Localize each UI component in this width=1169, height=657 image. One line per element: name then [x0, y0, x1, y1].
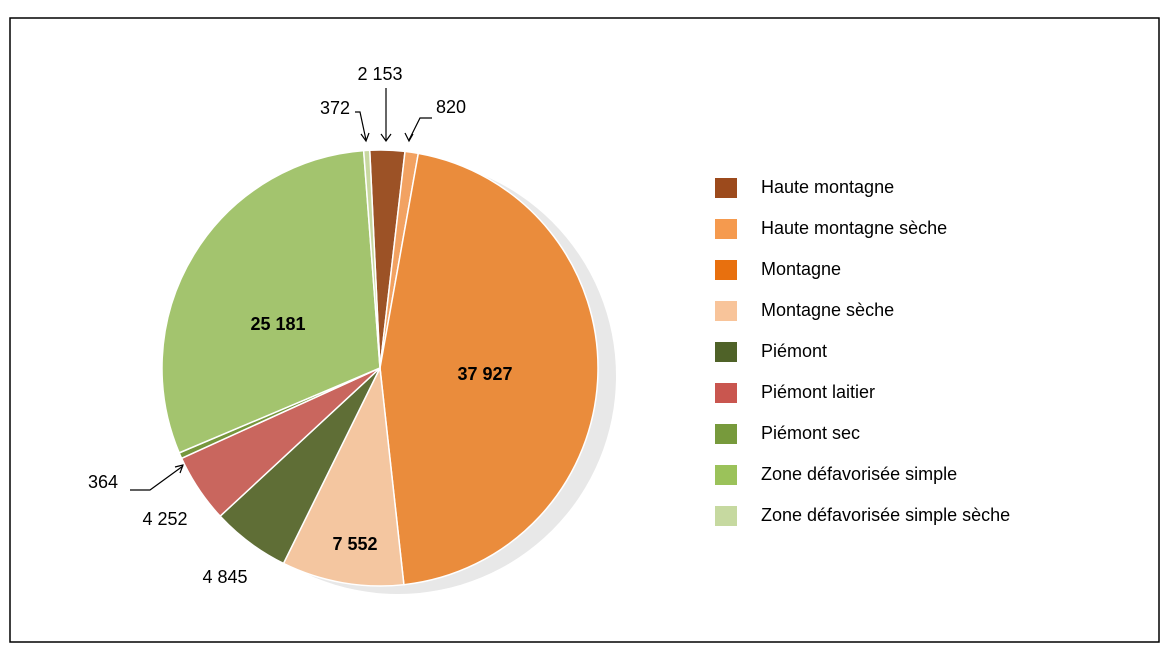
legend-swatch [715, 260, 737, 280]
data-label: 2 153 [357, 64, 402, 84]
legend-swatch [715, 178, 737, 198]
leader-lines [130, 88, 432, 491]
legend-swatch [715, 506, 737, 526]
data-label: 820 [436, 97, 466, 117]
legend-swatch [715, 219, 737, 239]
legend-swatch [715, 383, 737, 403]
legend-label: Piémont laitier [761, 382, 875, 402]
legend-label: Zone défavorisée simple sèche [761, 505, 1010, 525]
data-label: 364 [88, 472, 118, 492]
pie-slice [282, 365, 405, 587]
data-label: 4 845 [202, 567, 247, 587]
legend-label: Piémont [761, 341, 827, 361]
data-label: 25 181 [250, 314, 305, 334]
legend-label: Montagne [761, 259, 841, 279]
legend-label: Piémont sec [761, 423, 860, 443]
data-label: 37 927 [457, 364, 512, 384]
pie-slice [161, 149, 381, 454]
legend-label: Zone défavorisée simple [761, 464, 957, 484]
legend-label: Montagne sèche [761, 300, 894, 320]
pie-slice [379, 152, 599, 586]
data-label: 7 552 [332, 534, 377, 554]
data-label: 4 252 [142, 509, 187, 529]
pie-slice [362, 149, 381, 369]
legend-swatch [715, 424, 737, 444]
data-label: 372 [320, 98, 350, 118]
legend-swatch [715, 301, 737, 321]
legend-swatch [715, 465, 737, 485]
legend-swatch [715, 342, 737, 362]
legend-label: Haute montagne sèche [761, 218, 947, 238]
legend-label: Haute montagne [761, 177, 894, 197]
